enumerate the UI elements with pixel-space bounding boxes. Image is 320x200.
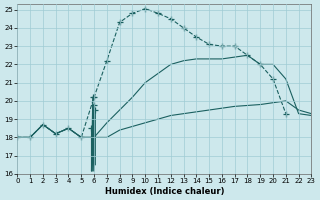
X-axis label: Humidex (Indice chaleur): Humidex (Indice chaleur) [105, 187, 224, 196]
